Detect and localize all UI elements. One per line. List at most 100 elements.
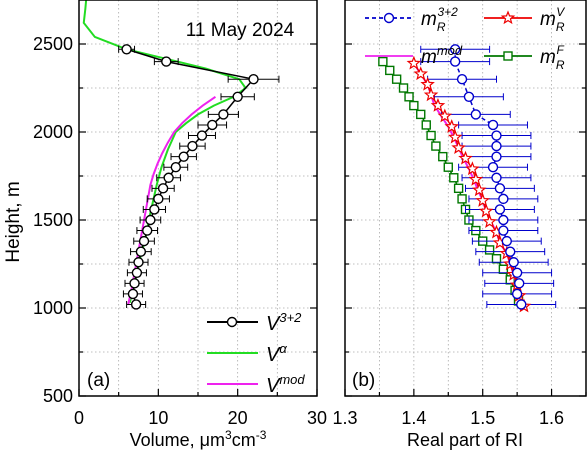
series-mV-point — [413, 66, 429, 81]
series-v32-point — [130, 299, 142, 310]
series-mF-point — [491, 254, 502, 264]
series-m32-point — [514, 278, 525, 289]
legend-marker — [383, 12, 395, 24]
series-v32-point — [145, 214, 156, 226]
series-m32-point — [487, 119, 499, 131]
series-mF-point — [421, 120, 431, 130]
y-tick-label: 500 — [43, 386, 73, 406]
series-mF-point — [484, 245, 495, 255]
series-m32-point — [487, 161, 499, 173]
panel-label-a: (a) — [87, 370, 110, 391]
series-v32-point — [163, 172, 174, 183]
series-m32-point — [494, 183, 506, 194]
series-m32-point — [491, 151, 502, 162]
series-mF-point — [457, 194, 467, 204]
series-mV-point — [430, 97, 446, 112]
legend-marker — [503, 51, 513, 61]
series-v32-point — [218, 109, 229, 120]
series-v32-point — [129, 278, 140, 289]
series-m32-point — [491, 140, 502, 152]
series-mV-point — [478, 203, 494, 218]
frame-a — [78, 0, 318, 397]
series-mV-point — [444, 119, 459, 133]
series-mV-point — [420, 76, 435, 91]
series-v32-line — [126, 48, 255, 305]
legend-b: mR3+2 mRV mmod mRF — [365, 5, 565, 72]
series-mV-point — [406, 55, 422, 70]
x-tick-label: 1.4 — [401, 408, 426, 428]
y-tick-label: 1000 — [33, 298, 73, 318]
series-m32-point — [516, 299, 527, 310]
series-mF-point — [426, 130, 436, 141]
series-v32-point — [142, 225, 153, 236]
legend-label: mRV — [540, 5, 565, 34]
x-axis-label-b: Real part of RI — [407, 430, 523, 450]
legend-label: mR3+2 — [421, 5, 458, 34]
legend-label: Vα — [266, 341, 287, 366]
series-mF-point — [378, 56, 388, 67]
series-v32-point — [178, 151, 189, 162]
series-v32-point — [153, 193, 164, 205]
series-mV-point — [437, 108, 453, 123]
series-m32-point — [491, 172, 502, 183]
y-tick-label: 2500 — [33, 34, 73, 54]
series-v32-point — [138, 235, 150, 247]
series-m32-point — [508, 257, 519, 268]
series-v32-point — [149, 204, 160, 215]
y-tick-label: 2000 — [33, 122, 73, 142]
series-m32-point — [456, 73, 468, 85]
series-m32-point — [470, 109, 482, 120]
x-tick-label: 30 — [307, 408, 327, 428]
series-mV-point — [423, 87, 439, 102]
series-mV-point — [482, 214, 497, 228]
panel-a: 0 10 20 30 11 May 2024 (a) V3+2 Vα Vmod Volum… — [74, 0, 327, 450]
x-tick-label: 10 — [148, 408, 168, 428]
series-mV-point — [447, 129, 463, 144]
frame-b — [344, 0, 587, 397]
ticks-a: 0 10 20 30 — [74, 43, 327, 428]
series-v32-point — [196, 130, 208, 141]
series-m32-point — [505, 246, 516, 257]
series-m32-point — [498, 214, 509, 226]
x-tick-label: 1.5 — [470, 408, 495, 428]
series-mF-point — [453, 183, 464, 194]
series-v32-point — [161, 56, 172, 67]
series-v32-point — [232, 91, 243, 103]
series-v32-point — [121, 44, 132, 55]
series-v32-point — [131, 267, 143, 278]
x-tick-label: 0 — [74, 408, 84, 428]
series-mV-point — [472, 182, 487, 197]
series-m32-point — [501, 235, 513, 247]
grid-a — [79, 0, 317, 397]
series-v32-point — [127, 288, 139, 300]
series-m32-point — [449, 44, 461, 55]
series-m32-point — [511, 288, 523, 300]
series-m32-point — [498, 193, 509, 205]
series-m32-point — [449, 56, 461, 67]
series-v32-point — [157, 183, 169, 194]
series-mF-point — [431, 141, 441, 151]
series-mF-point — [443, 162, 453, 172]
series-mF-point — [449, 173, 459, 183]
legend-label: Vmod — [266, 372, 305, 397]
series-mF-point — [385, 65, 395, 76]
series-valpha-line — [82, 0, 247, 303]
series-m32-point — [511, 267, 523, 278]
series-mF-point — [391, 74, 402, 84]
series-v32-point — [207, 119, 218, 131]
panel-label-b: (b) — [352, 370, 375, 391]
series-mV-point — [475, 192, 490, 207]
series-mF-point — [416, 109, 426, 120]
series-m32-point — [494, 204, 506, 215]
series-v32-point — [133, 257, 144, 268]
series-m32-point — [463, 91, 475, 103]
legend-a: V3+2 Vα Vmod — [207, 310, 305, 397]
panel-b: 1.3 1.4 1.5 1.6 (b) mR3+2 mRV mmod mRF Real pa… — [332, 0, 587, 450]
series-mV-point — [465, 161, 480, 176]
y-tick-labels: 500 1000 1500 2000 2500 — [33, 34, 73, 406]
y-axis-label: Height, m — [3, 181, 24, 262]
data-a — [82, 0, 280, 310]
data-b — [378, 44, 557, 313]
series-v32-point — [135, 246, 147, 257]
